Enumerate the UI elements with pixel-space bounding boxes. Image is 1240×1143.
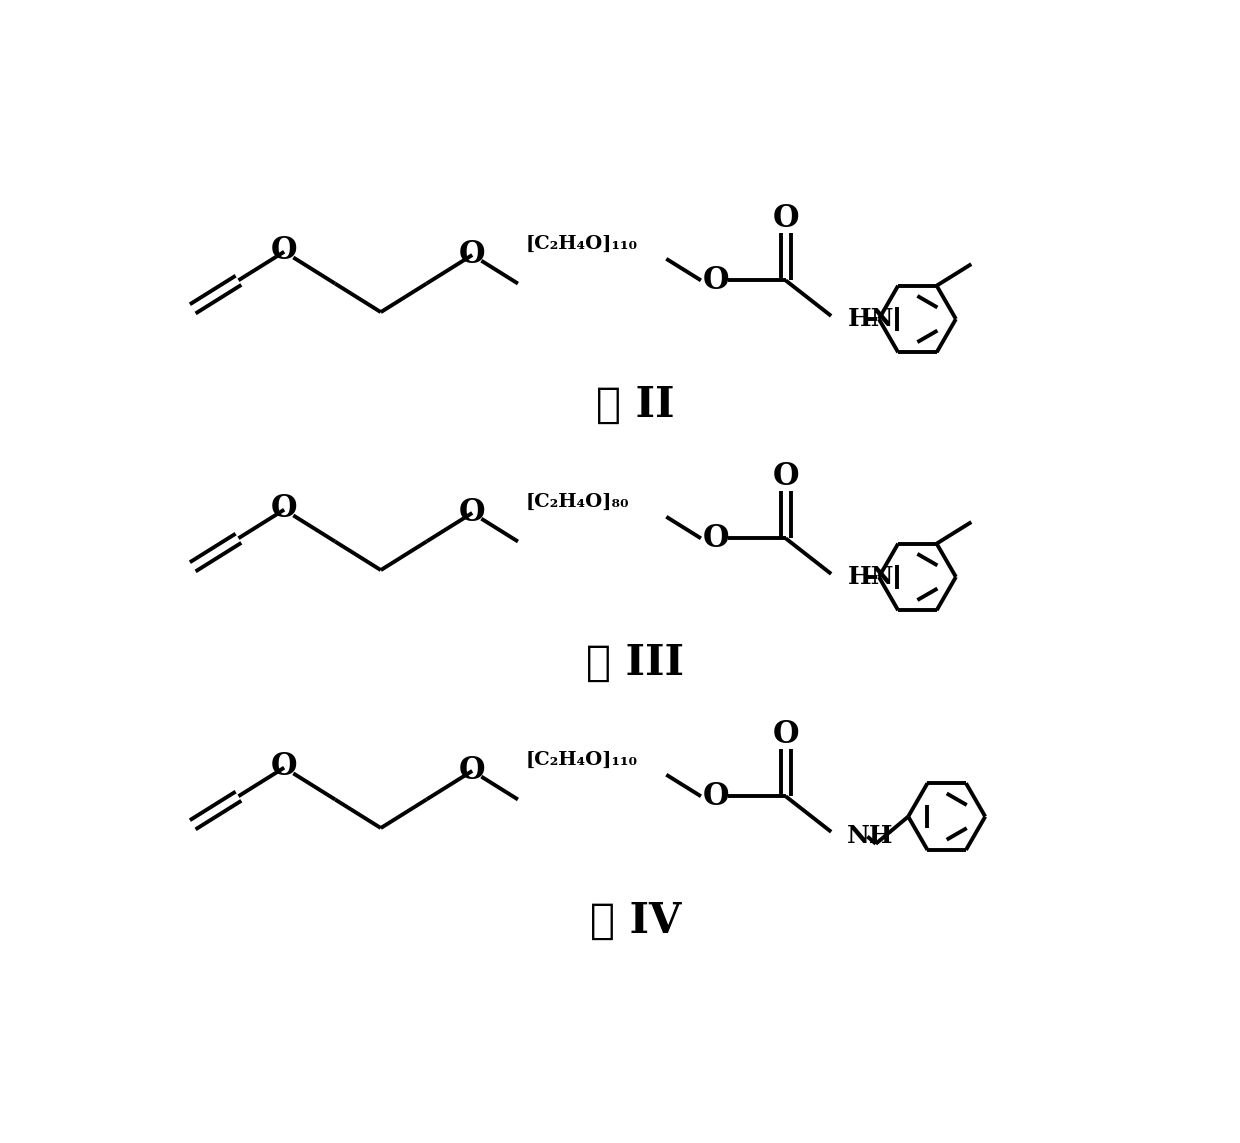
Text: NH: NH <box>847 824 893 848</box>
Text: O: O <box>703 265 729 296</box>
Text: O: O <box>773 462 799 493</box>
Text: O: O <box>270 235 298 266</box>
Text: 式 IV: 式 IV <box>590 900 681 942</box>
Text: 式 II: 式 II <box>596 384 675 426</box>
Text: O: O <box>773 719 799 750</box>
Text: 式 III: 式 III <box>587 642 684 684</box>
Text: O: O <box>459 239 486 270</box>
Text: [C₂H₄O]₁₁₀: [C₂H₄O]₁₁₀ <box>526 234 637 253</box>
Text: O: O <box>270 751 298 782</box>
Text: O: O <box>459 754 486 785</box>
Text: [C₂H₄O]₈₀: [C₂H₄O]₈₀ <box>526 493 629 511</box>
Text: O: O <box>459 497 486 528</box>
Text: HN: HN <box>848 307 894 331</box>
Text: HN: HN <box>848 565 894 589</box>
Text: [C₂H₄O]₁₁₀: [C₂H₄O]₁₁₀ <box>526 751 637 768</box>
Text: O: O <box>703 781 729 812</box>
Text: O: O <box>703 522 729 554</box>
Text: O: O <box>270 494 298 525</box>
Text: O: O <box>773 203 799 234</box>
